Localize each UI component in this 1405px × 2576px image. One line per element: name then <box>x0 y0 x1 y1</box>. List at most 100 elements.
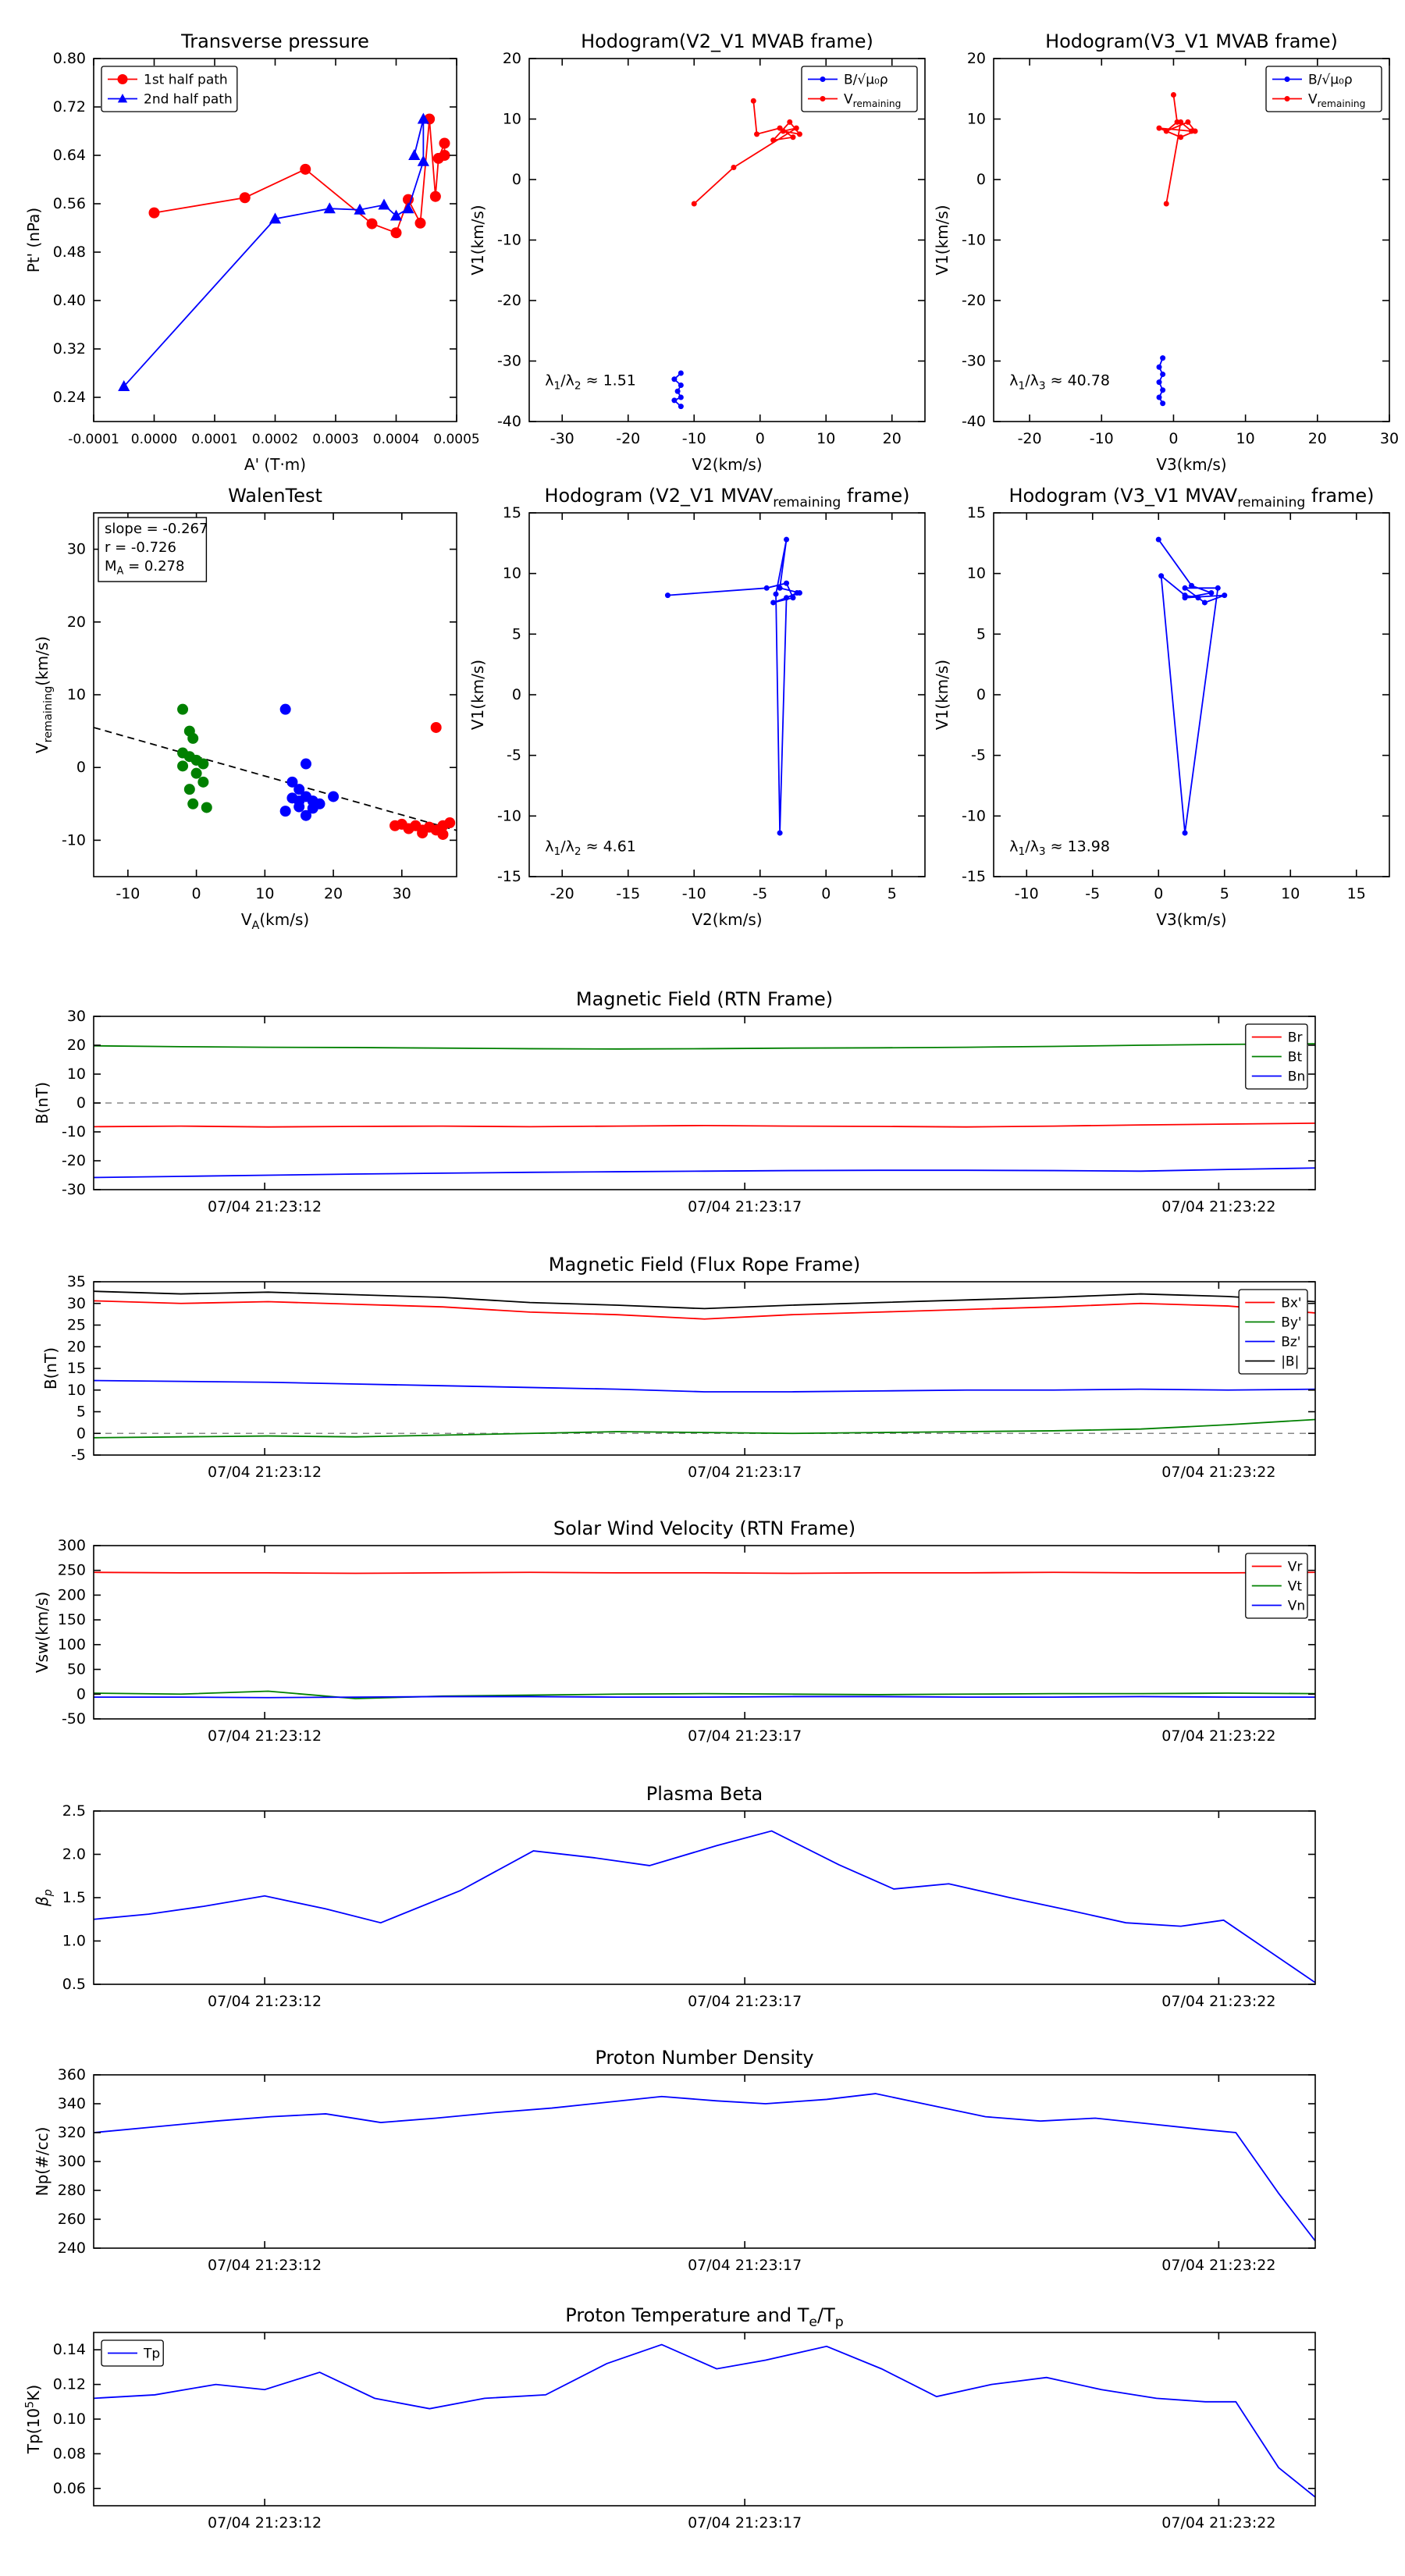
series-By' <box>94 1418 1315 1439</box>
dot-marker <box>770 137 777 144</box>
x-axis-label: V2(km/s) <box>692 455 762 474</box>
y-tick-label: 0.10 <box>53 2411 86 2428</box>
y-tick-label: -10 <box>497 232 521 249</box>
y-axis-label: βp <box>33 1889 55 1907</box>
x-tick-label: -5 <box>1085 885 1100 902</box>
y-tick-label: 5 <box>512 625 521 642</box>
circle-marker <box>197 758 209 770</box>
triangle-marker <box>389 209 403 221</box>
y-tick-label: 0.12 <box>53 2376 86 2393</box>
y-tick-label: 1.5 <box>62 1889 86 1906</box>
dot-marker <box>1156 364 1162 370</box>
circle-marker <box>300 758 311 770</box>
x-tick-label: 10 <box>1236 430 1255 447</box>
dot-marker <box>1160 355 1166 361</box>
circle-marker <box>197 776 209 788</box>
x-tick-label: 10 <box>816 430 835 447</box>
dot-marker <box>1222 592 1228 599</box>
dot-marker <box>1182 585 1188 591</box>
series-Bz' <box>94 1379 1315 1393</box>
y-tick-label: -10 <box>497 807 521 824</box>
x-tick-label: 07/04 21:23:17 <box>688 1464 802 1481</box>
x-tick-label: 07/04 21:23:17 <box>688 1993 802 2010</box>
series-B/√μ₀ρ <box>671 370 684 410</box>
x-axis-label: V3(km/s) <box>1156 910 1226 929</box>
legend-label: Bt <box>1288 1050 1303 1066</box>
y-axis-label: Vremaining(km/s) <box>33 636 55 753</box>
x-tick-label: 07/04 21:23:12 <box>208 1198 322 1215</box>
x-tick-label: 07/04 21:23:12 <box>208 1993 322 2010</box>
y-axis-label: Vsw(km/s) <box>33 1592 52 1673</box>
panel-title: Hodogram (V3_V1 MVAVremaining frame) <box>1008 485 1374 511</box>
circle-marker <box>183 784 195 795</box>
panel-title: Magnetic Field (Flux Rope Frame) <box>549 1254 860 1276</box>
series-V path <box>664 536 802 836</box>
legend-label: Vn <box>1288 1599 1305 1614</box>
x-axis-label: V3(km/s) <box>1156 455 1226 474</box>
dot-marker <box>1160 372 1166 378</box>
panel-hodogram-v3v1-mvab: -20 -10 0 10 20 30 -40 -30 -20 -10 0 10 20 Hodogram(V… <box>933 30 1399 474</box>
y-tick-label: 0 <box>76 1094 86 1112</box>
panel-title: Hodogram(V2_V1 MVAB frame) <box>581 30 873 52</box>
circle-marker <box>439 137 450 149</box>
x-tick-label: 07/04 21:23:22 <box>1161 1198 1275 1215</box>
x-tick-label: 0.0002 <box>252 432 298 447</box>
x-tick-label: -20 <box>616 430 640 447</box>
dot-marker <box>787 119 793 125</box>
y-tick-label: 0.08 <box>53 2445 86 2462</box>
y-axis-label: Tp(105K) <box>23 2385 43 2454</box>
dot-marker <box>777 585 783 591</box>
series-group-3 <box>389 721 456 840</box>
panel-solar-wind-velocity: 07/04 21:23:12 07/04 21:23:17 07/04 21:23:… <box>33 1517 1316 1745</box>
y-tick-label: 340 <box>58 2095 86 2112</box>
legend-label: Vr <box>1288 1560 1303 1575</box>
annotation: λ1/λ3 ≈ 40.78 <box>1009 372 1110 393</box>
y-axis-label: B(nT) <box>41 1347 60 1389</box>
x-tick-label: 07/04 21:23:17 <box>688 1198 802 1215</box>
y-axis-label: V1(km/s) <box>933 205 951 275</box>
triangle-marker <box>323 202 336 214</box>
legend-label: B/√μ₀ρ <box>844 73 888 88</box>
x-tick-label: 07/04 21:23:17 <box>688 2257 802 2274</box>
circle-marker <box>187 732 199 744</box>
x-tick-label: 5 <box>887 885 897 902</box>
panel-title: Hodogram(V3_V1 MVAB frame) <box>1045 30 1338 52</box>
y-tick-label: 260 <box>58 2211 86 2228</box>
y-tick-label: 0.64 <box>53 147 86 164</box>
circle-marker <box>328 791 340 802</box>
panel-title: Solar Wind Velocity (RTN Frame) <box>553 1517 855 1539</box>
dot-marker <box>784 536 790 543</box>
series-Vremaining <box>691 98 802 207</box>
y-tick-label: 15 <box>503 504 521 521</box>
y-tick-label: 0 <box>512 686 521 703</box>
legend-label: Bz' <box>1281 1335 1300 1350</box>
circle-marker <box>279 806 291 817</box>
y-tick-label: -5 <box>507 747 521 764</box>
y-tick-label: 30 <box>67 1008 86 1025</box>
y-tick-label: 240 <box>58 2240 86 2257</box>
x-tick-label: 0.0000 <box>131 432 177 447</box>
x-tick-label: -20 <box>1018 430 1042 447</box>
y-tick-label: 0.32 <box>53 340 86 358</box>
dot-marker <box>1155 536 1161 543</box>
dot-marker <box>1195 595 1201 601</box>
triangle-marker <box>354 203 366 215</box>
y-tick-label: 0 <box>976 171 986 188</box>
series-V path <box>1155 536 1228 836</box>
circle-marker <box>300 809 311 821</box>
y-tick-label: -30 <box>497 353 521 370</box>
y-tick-label: 10 <box>503 565 521 582</box>
dot-marker <box>1178 119 1184 125</box>
y-tick-label: 10 <box>67 1066 86 1083</box>
dot-marker <box>678 404 684 410</box>
dot-marker <box>678 394 684 400</box>
x-tick-label: -10 <box>116 885 140 902</box>
y-tick-label: -10 <box>962 807 986 824</box>
y-axis-label: Pt' (nPa) <box>24 208 43 272</box>
y-tick-label: 0.40 <box>53 292 86 309</box>
dot-marker <box>674 388 681 394</box>
legend: Tp <box>101 2339 164 2367</box>
y-tick-label: 5 <box>976 625 986 642</box>
circle-marker <box>117 74 128 84</box>
